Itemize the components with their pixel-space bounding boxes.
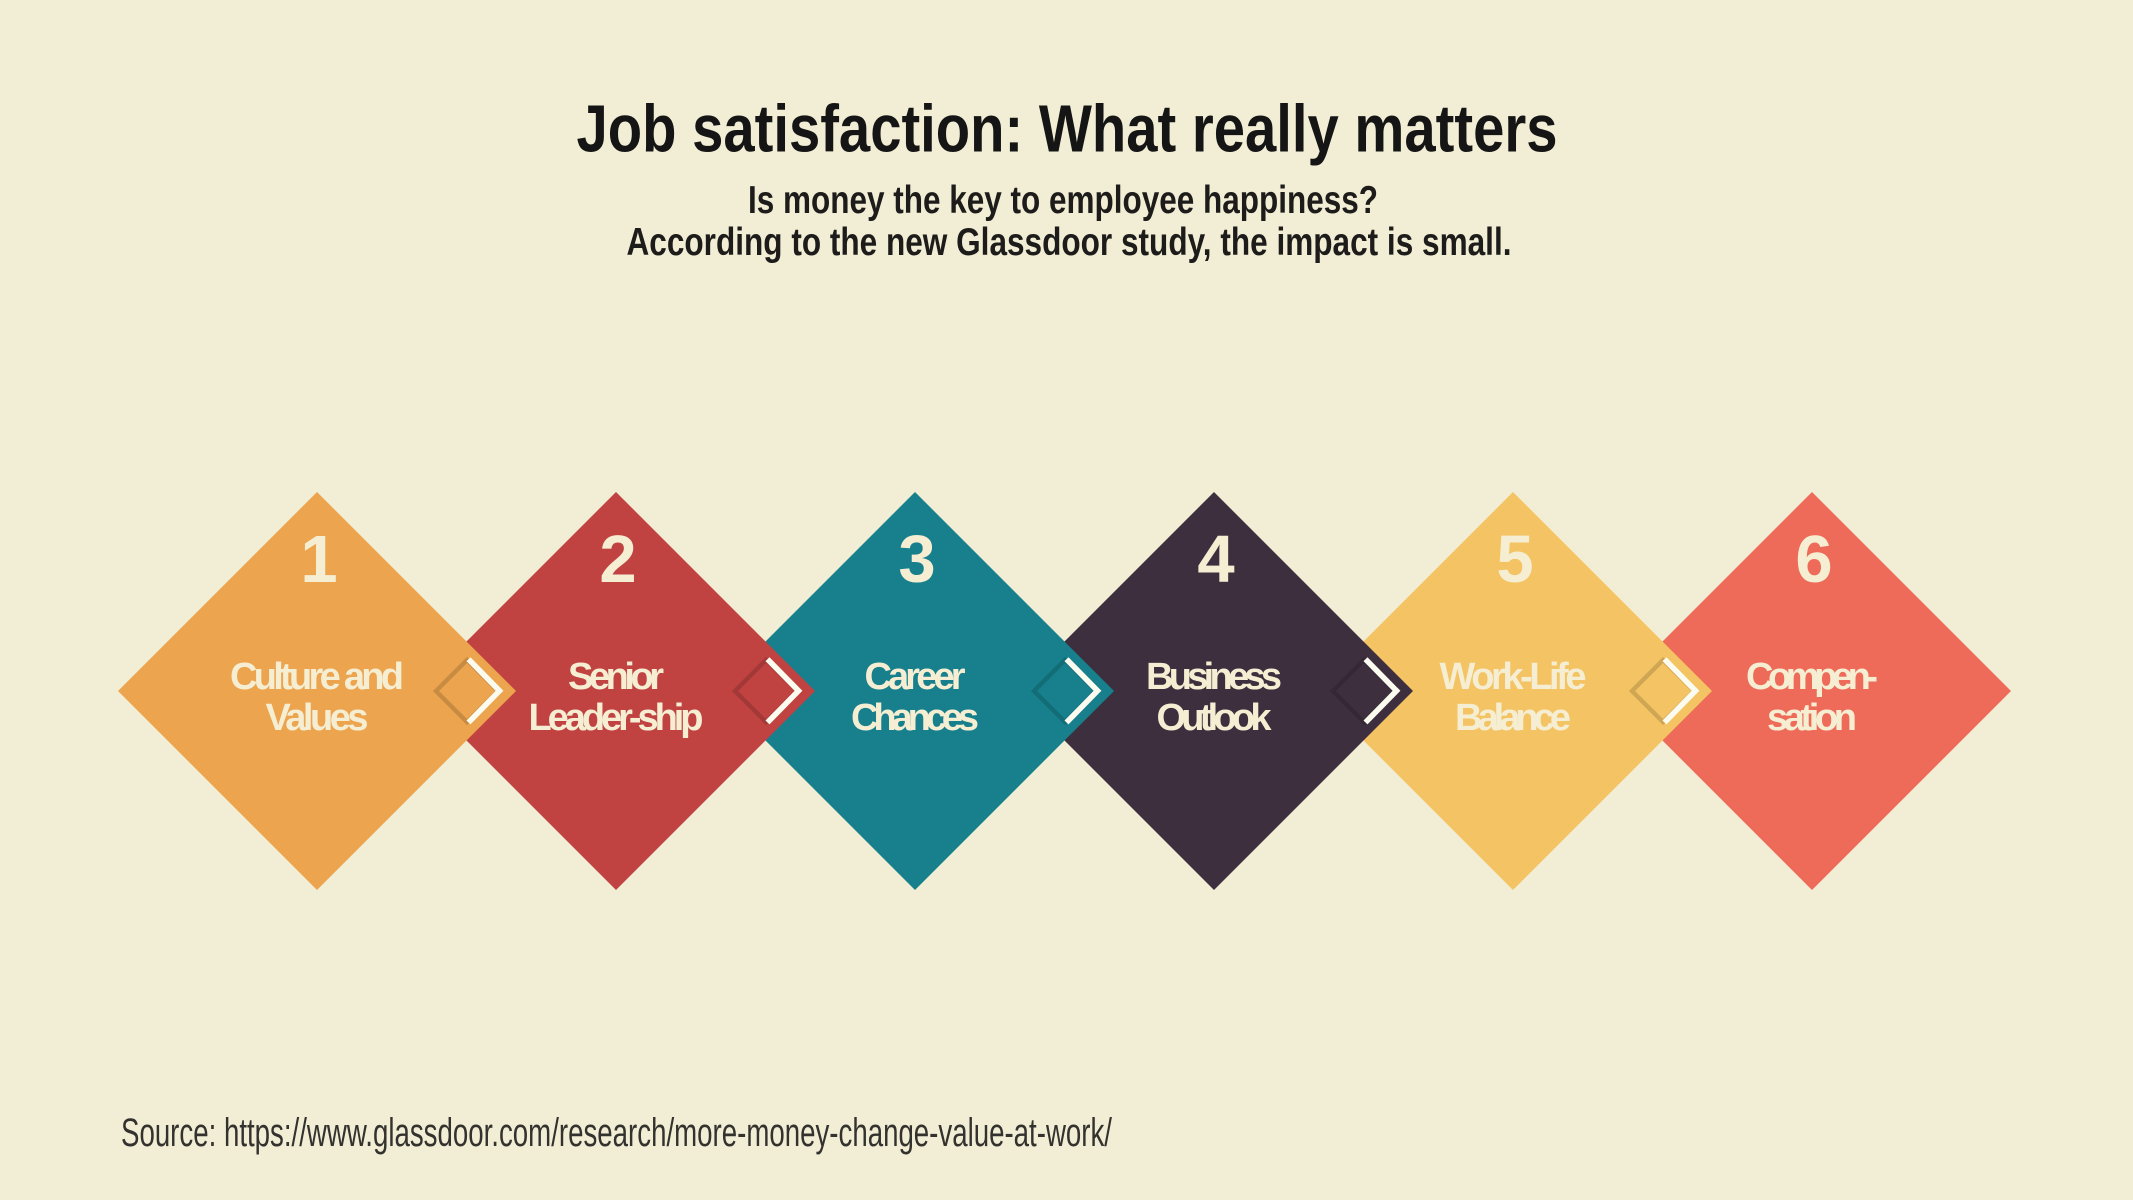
svg-text:Work-Life: Work-Life [1440, 656, 1587, 698]
svg-text:According to the new Glassdoor: According to the new Glassdoor study, th… [627, 221, 1512, 264]
svg-text:Job satisfaction: What really: Job satisfaction: What really matters [577, 92, 1558, 167]
svg-text:3: 3 [898, 522, 935, 597]
svg-text:Culture and: Culture and [230, 656, 404, 698]
svg-text:2: 2 [599, 522, 636, 597]
svg-text:Business: Business [1146, 656, 1282, 698]
svg-text:5: 5 [1496, 522, 1533, 597]
svg-text:4: 4 [1197, 522, 1234, 597]
svg-text:Senior: Senior [568, 656, 664, 698]
svg-text:sation: sation [1767, 697, 1857, 739]
svg-text:1: 1 [300, 522, 337, 597]
svg-text:Outlook: Outlook [1157, 697, 1273, 739]
svg-text:6: 6 [1795, 522, 1832, 597]
svg-text:Is money the key to employee h: Is money the key to employee happiness? [748, 179, 1378, 222]
svg-text:Source: https://www.glassdoor.: Source: https://www.glassdoor.com/resear… [121, 1111, 1113, 1155]
svg-text:Compen-: Compen- [1746, 656, 1878, 698]
svg-text:Values: Values [266, 697, 369, 739]
svg-text:Leader-ship: Leader-ship [529, 697, 704, 739]
svg-text:Career: Career [865, 656, 966, 698]
svg-text:Balance: Balance [1455, 697, 1571, 739]
svg-text:Chances: Chances [851, 697, 979, 739]
